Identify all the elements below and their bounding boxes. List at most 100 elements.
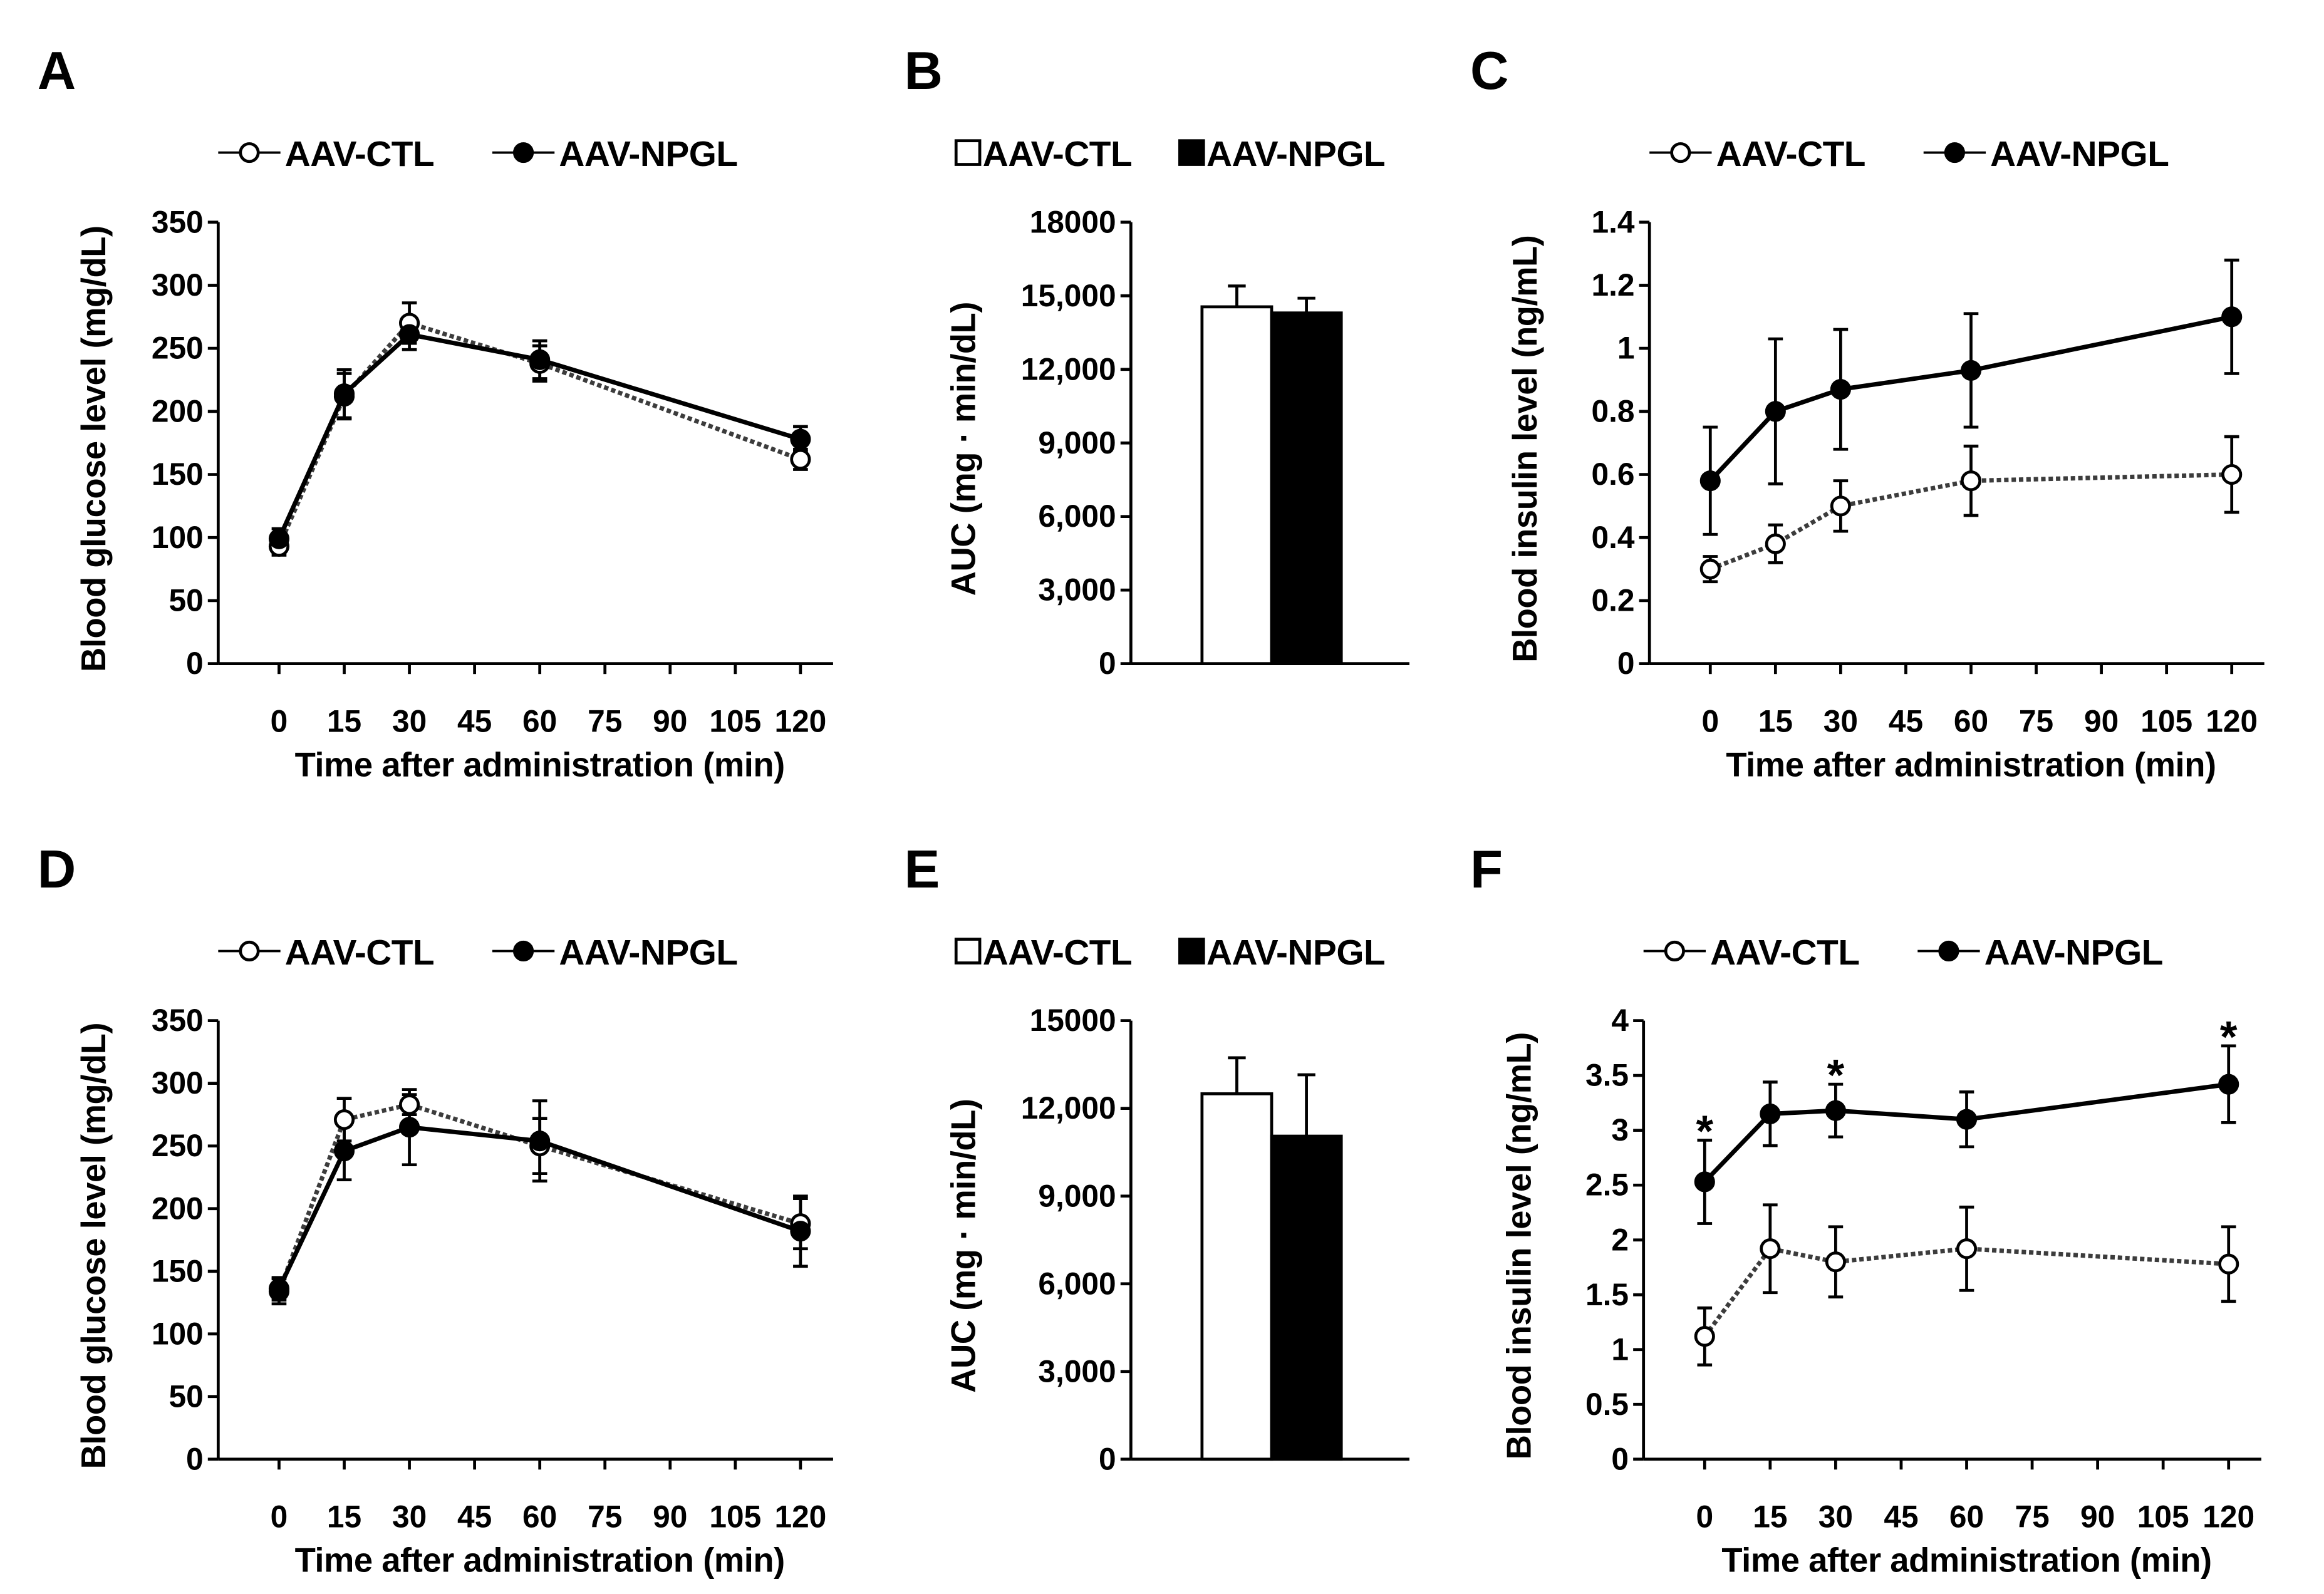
- y-tick-label: 200: [152, 1191, 204, 1226]
- aav-npgl-points: [268, 324, 811, 549]
- x-tick-label: 120: [774, 1499, 826, 1534]
- aav-npgl-point: [1825, 1100, 1846, 1121]
- x-tick-label: 45: [457, 703, 492, 738]
- y-tick-label: 50: [169, 1379, 203, 1414]
- x-tick-label: 75: [2019, 703, 2053, 738]
- legend-label: AAV-CTL: [983, 135, 1132, 174]
- filled-square-icon: [1178, 139, 1205, 166]
- aav-npgl-point: [529, 349, 551, 370]
- x-tick-label: 105: [2137, 1499, 2189, 1534]
- filled-circle-icon: [1938, 940, 1959, 962]
- open-square-icon: [954, 938, 982, 965]
- panel-b: B AAV-CTL AAV-NPGL 0 3,000 6,000 9,000 12,000 15…: [904, 41, 1409, 681]
- y-tick-label: 6,000: [1038, 1266, 1116, 1301]
- y-tick-label: 150: [152, 457, 204, 492]
- legend-entry-aav-npgl: AAV-NPGL: [1178, 933, 1386, 973]
- aav-ctl-bar: [1200, 305, 1274, 665]
- aav-npgl-bar-group: [1270, 1073, 1343, 1461]
- y-tick-label: 0.8: [1591, 393, 1634, 428]
- legend-label: AAV-NPGL: [1206, 135, 1385, 174]
- aav-ctl-point: [2218, 1253, 2239, 1275]
- y-tick-label: 18000: [1030, 204, 1116, 239]
- y-tick-label: 6,000: [1038, 499, 1116, 534]
- y-tick-label: 3.5: [1585, 1058, 1629, 1093]
- x-tick-label: 105: [709, 1499, 761, 1534]
- x-tick-label: 30: [1823, 703, 1858, 738]
- x-tick-label: 30: [392, 703, 427, 738]
- legend-label: AAV-CTL: [983, 933, 1132, 973]
- aav-npgl-bar-group: [1270, 296, 1343, 665]
- aav-ctl-points: [1694, 1238, 2239, 1347]
- x-tick-label: 30: [392, 1499, 427, 1534]
- x-axis-label: Time after administration (min): [295, 745, 785, 784]
- aav-ctl-points: [1699, 463, 2243, 580]
- aav-npgl-bar: [1270, 1134, 1343, 1461]
- open-circle-icon: [239, 940, 260, 962]
- open-circle-icon: [239, 142, 260, 163]
- legend-entry-aav-npgl: AAV-NPGL: [1178, 135, 1386, 174]
- y-tick-label: 50: [169, 582, 203, 618]
- y-tick-label: 4: [1611, 1003, 1629, 1038]
- panel-letter: B: [904, 41, 942, 101]
- y-tick-label: 15000: [1030, 1003, 1116, 1038]
- legend: AAV-CTL AAV-NPGL: [1643, 933, 2163, 973]
- panel-letter: A: [38, 41, 76, 101]
- aav-npgl-point: [268, 1278, 290, 1300]
- y-tick-label: 9,000: [1038, 1178, 1116, 1213]
- y-tick-label: 0.2: [1591, 582, 1634, 618]
- y-tick-label: 150: [152, 1253, 204, 1288]
- y-tick-label: 1: [1611, 1332, 1629, 1367]
- y-tick-label: 0: [1099, 646, 1116, 681]
- y-tick-label: 2.5: [1585, 1167, 1629, 1203]
- x-tick-label: 120: [2202, 1499, 2254, 1534]
- x-tick-label: 105: [709, 703, 761, 738]
- y-axis-label: AUC (mg · min/dL): [945, 302, 983, 596]
- y-tick-label: 0: [1611, 1441, 1629, 1476]
- aav-npgl-bar: [1270, 311, 1343, 665]
- aav-ctl-bar-group: [1200, 1056, 1274, 1461]
- y-tick-label: 250: [152, 1128, 204, 1163]
- aav-ctl-series-line: [1703, 1246, 2229, 1338]
- filled-circle-icon: [513, 940, 534, 962]
- panel-e: E AAV-CTL AAV-NPGL 0 3,000 6,000 9,000 12,000 15…: [904, 840, 1409, 1476]
- legend-entry-aav-npgl: AAV-NPGL: [492, 933, 738, 973]
- legend: AAV-CTL AAV-NPGL: [954, 135, 1386, 174]
- x-tick-label: 15: [327, 1499, 361, 1534]
- y-tick-label: 0: [186, 646, 204, 681]
- aav-npgl-point: [333, 383, 355, 405]
- y-tick-label: 0.5: [1585, 1387, 1629, 1422]
- legend-label: AAV-CTL: [1716, 135, 1865, 174]
- legend-label: AAV-CTL: [1710, 933, 1859, 973]
- x-tick-label: 0: [1696, 1499, 1713, 1534]
- aav-ctl-point: [790, 448, 811, 470]
- x-tick-label: 45: [1889, 703, 1923, 738]
- y-tick-label: 2: [1611, 1222, 1629, 1257]
- aav-npgl-point: [1830, 379, 1851, 400]
- y-tick-label: 1: [1617, 331, 1635, 366]
- open-square-icon: [954, 139, 982, 166]
- legend: AAV-CTL AAV-NPGL: [954, 933, 1386, 973]
- x-tick-label: 60: [1949, 1499, 1984, 1534]
- aav-ctl-point: [1699, 559, 1721, 580]
- filled-square-icon: [1178, 938, 1205, 965]
- x-tick-label: 120: [774, 703, 826, 738]
- y-axis-label: Blood glucose level (mg/dL): [75, 1023, 113, 1469]
- y-tick-label: 3: [1611, 1112, 1629, 1147]
- aav-ctl-point: [2221, 463, 2243, 485]
- y-tick-label: 350: [152, 204, 204, 239]
- aav-npgl-point: [333, 1141, 355, 1162]
- aav-npgl-points: [1694, 1074, 2239, 1193]
- legend-label: AAV-CTL: [285, 933, 434, 973]
- aav-npgl-point: [1956, 1109, 1978, 1130]
- y-tick-label: 1.5: [1585, 1277, 1629, 1312]
- legend-entry-aav-npgl: AAV-NPGL: [1923, 135, 2169, 174]
- x-axis-label: Time after administration (min): [1726, 745, 2216, 784]
- aav-ctl-point: [333, 1109, 355, 1131]
- y-tick-label: 1.4: [1591, 204, 1634, 239]
- y-tick-label: 0.6: [1591, 457, 1634, 492]
- aav-npgl-points: [1699, 306, 2243, 492]
- y-tick-label: 3,000: [1038, 572, 1116, 608]
- aav-npgl-point: [268, 528, 290, 549]
- legend-label: AAV-NPGL: [1984, 933, 2163, 973]
